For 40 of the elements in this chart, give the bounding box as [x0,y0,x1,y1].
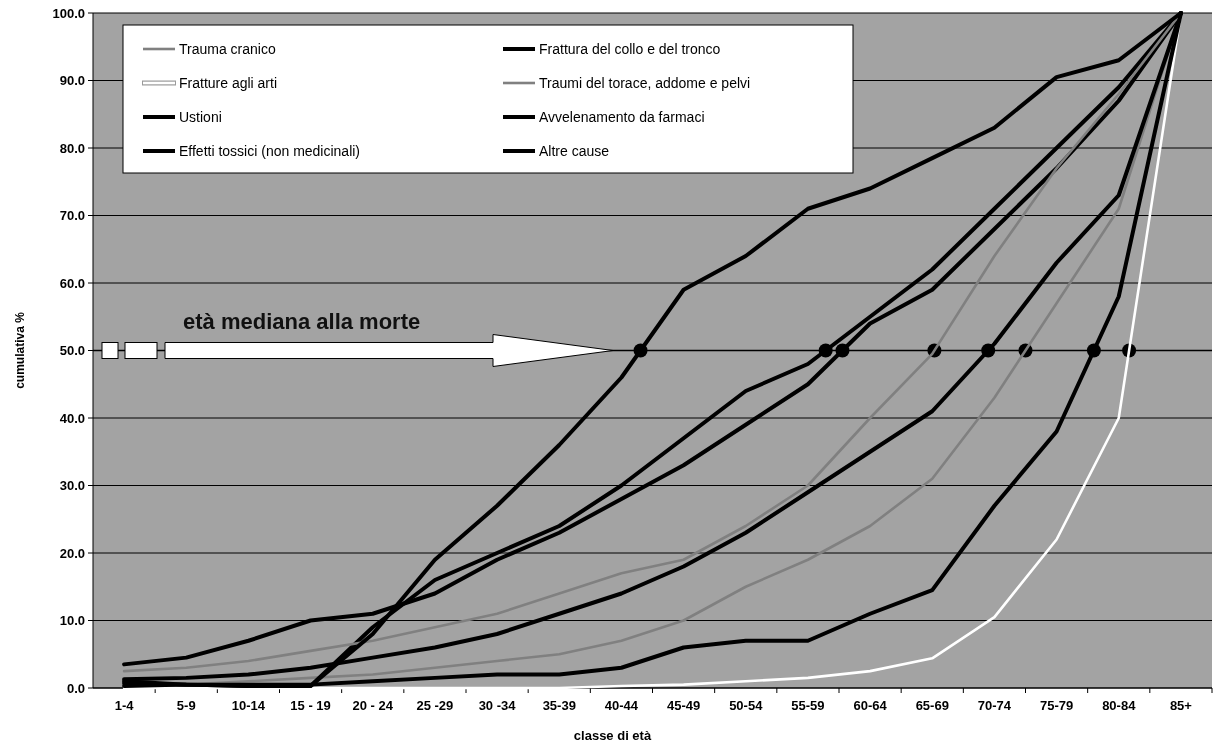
legend-label: Traumi del torace, addome e pelvi [539,74,751,91]
x-axis-title: classe di età [573,728,652,743]
legend-label: Fratture agli arti [179,74,278,91]
y-tick-label: 60.0 [59,275,85,291]
legend-label: Effetti tossici (non medicinali) [179,142,361,159]
legend-label: Trauma cranico [179,40,276,57]
x-tick-label: 70-74 [977,698,1012,713]
legend-label: Avvelenamento da farmaci [539,108,705,125]
y-tick-label: 40.0 [59,410,85,426]
legend-label: Ustioni [179,108,222,125]
x-tick-label: 30 -34 [478,698,517,713]
y-tick-label: 30.0 [59,478,85,494]
y-tick-label: 100.0 [52,5,85,21]
x-tick-label: 75-79 [1039,698,1074,713]
legend-label: Frattura del collo e del tronco [539,40,721,57]
y-tick-label: 90.0 [59,73,85,89]
x-tick-label: 40-44 [604,698,639,713]
x-tick-label: 5-9 [176,698,196,713]
x-tick-label: 85+ [1169,698,1193,713]
legend-label: Altre cause [539,142,610,159]
ref-line-label: età mediana alla morte [183,308,421,334]
x-tick-label: 25 -29 [416,698,454,713]
x-tick-label: 10-14 [231,698,266,713]
x-tick-label: 20 - 24 [352,698,394,713]
x-tick-label: 1-4 [114,698,135,713]
x-tick-label: 45-49 [666,698,701,713]
y-tick-label: 10.0 [59,613,85,629]
x-tick-label: 50-54 [729,698,764,713]
x-tick-label: 65-69 [915,698,949,713]
y-tick-label: 50.0 [59,343,85,359]
y-tick-label: 80.0 [59,140,85,156]
y-tick-label: 0.0 [66,680,85,696]
x-tick-label: 35-39 [542,698,576,713]
y-tick-label: 20.0 [59,545,85,561]
x-tick-label: 80-84 [1102,698,1137,713]
x-tick-label: 55-59 [791,698,825,713]
y-tick-label: 70.0 [59,208,85,224]
y-axis-title: cumulativa % [13,311,27,389]
x-tick-label: 15 - 19 [290,698,331,713]
x-tick-label: 60-64 [853,698,888,713]
